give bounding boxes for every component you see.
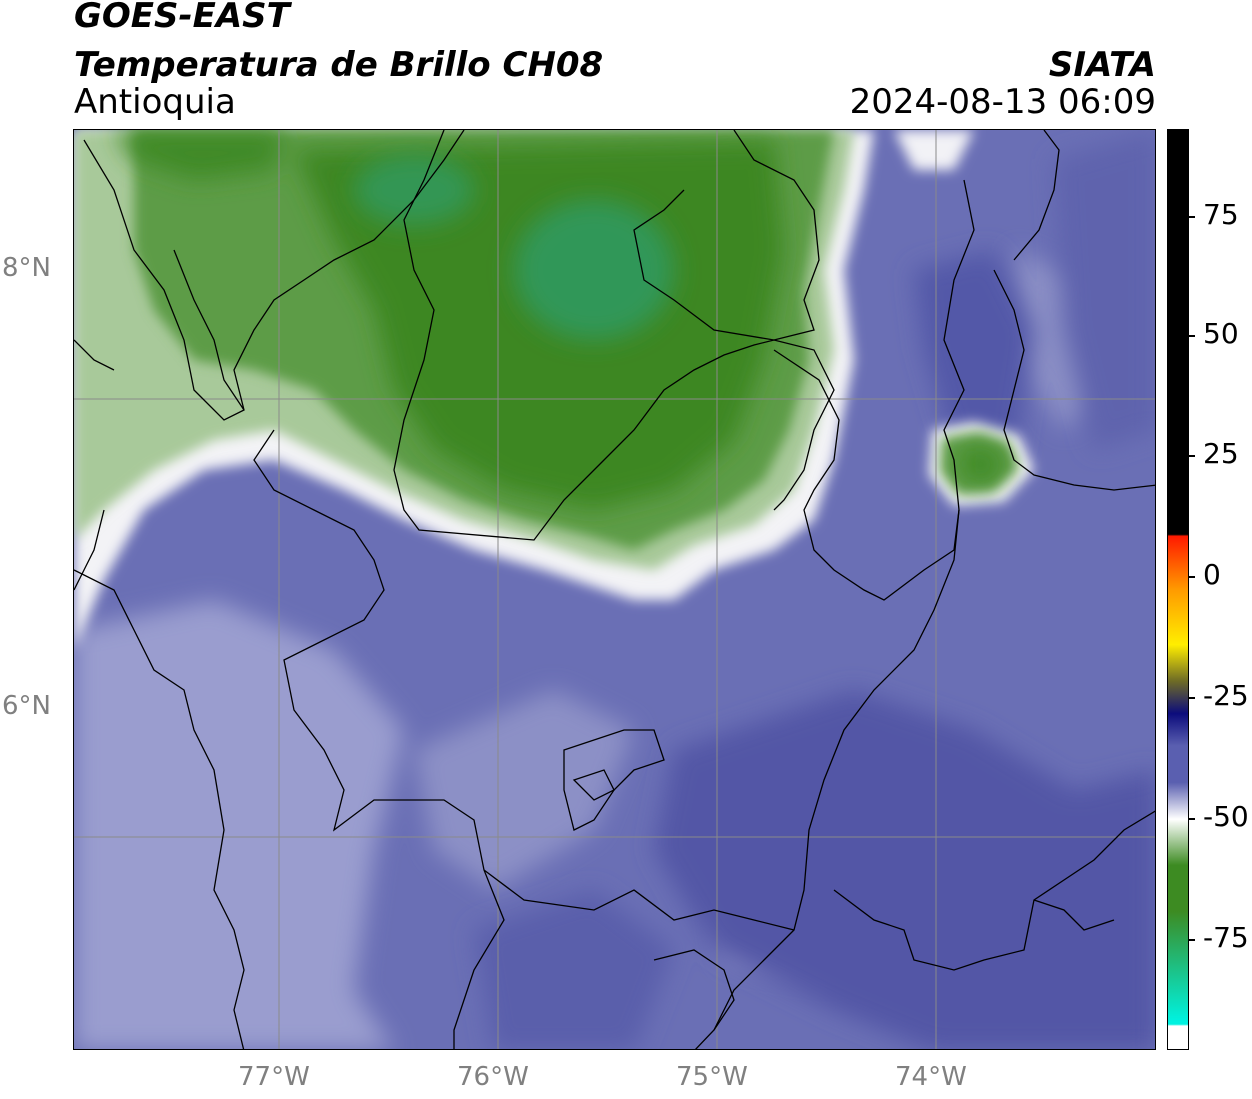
border-medellin-metro <box>563 729 665 831</box>
colorbar-tick-label: -25 <box>1203 679 1249 712</box>
coastline-panama <box>74 509 105 591</box>
coastline-inner <box>173 249 245 411</box>
product-title: Temperatura de Brillo CH08 <box>74 45 604 85</box>
colorbar-tick-mark <box>1189 335 1195 337</box>
lon-tick-label: 77°W <box>238 1062 310 1092</box>
border-bolivar <box>773 179 975 601</box>
colorbar-tick-mark <box>1189 455 1195 457</box>
satellite-title: GOES-EAST <box>74 0 290 36</box>
border-choco <box>253 429 505 1049</box>
colorbar-tick-mark <box>1189 216 1195 218</box>
border-panama-choco <box>74 569 245 1049</box>
temperature-colorbar <box>1167 129 1189 1050</box>
teal-regions <box>354 155 674 340</box>
border-cesar <box>993 269 1155 491</box>
map-canvas <box>74 130 1155 1049</box>
border-caldas <box>653 949 735 1031</box>
graticule <box>74 130 1155 1049</box>
border-medellin-inner <box>572 769 615 801</box>
coastline-uraba <box>83 130 465 421</box>
lon-tick-label: 74°W <box>895 1062 967 1092</box>
border-antioquia-north <box>393 130 835 541</box>
lat-tick-label: 6°N <box>2 691 51 721</box>
border-northeast <box>1013 130 1060 261</box>
colorbar-tick-mark <box>1189 818 1195 820</box>
border-boyaca <box>833 810 1155 971</box>
border-east <box>695 509 960 1049</box>
region-label: Antioquia <box>74 82 236 122</box>
border-cordoba <box>633 130 820 341</box>
border-south <box>483 869 795 931</box>
colorbar-tick-mark <box>1189 939 1195 941</box>
colorbar-tick-label: 50 <box>1203 317 1239 350</box>
boundaries <box>74 130 1155 1049</box>
colorbar-tick-label: 0 <box>1203 558 1221 591</box>
border-santander-inner <box>1033 899 1115 931</box>
deep-blue-regions <box>474 130 1155 1049</box>
lon-tick-label: 76°W <box>457 1062 529 1092</box>
timestamp-label: 2024-08-13 06:09 <box>849 82 1156 122</box>
organization-label: SIATA <box>1048 45 1156 85</box>
colorbar-tick-label: 25 <box>1203 437 1239 470</box>
coastline-west <box>74 339 115 371</box>
lat-tick-label: 8°N <box>2 253 51 283</box>
colorbar-tick-label: 75 <box>1203 198 1239 231</box>
colorbar-tick-label: -75 <box>1203 921 1249 954</box>
lon-tick-label: 75°W <box>676 1062 748 1092</box>
brightness-temperature-map[interactable] <box>73 129 1156 1050</box>
colorbar-tick-mark <box>1189 576 1195 578</box>
colorbar-tick-mark <box>1189 697 1195 699</box>
colorbar-tick-label: -50 <box>1203 800 1249 833</box>
